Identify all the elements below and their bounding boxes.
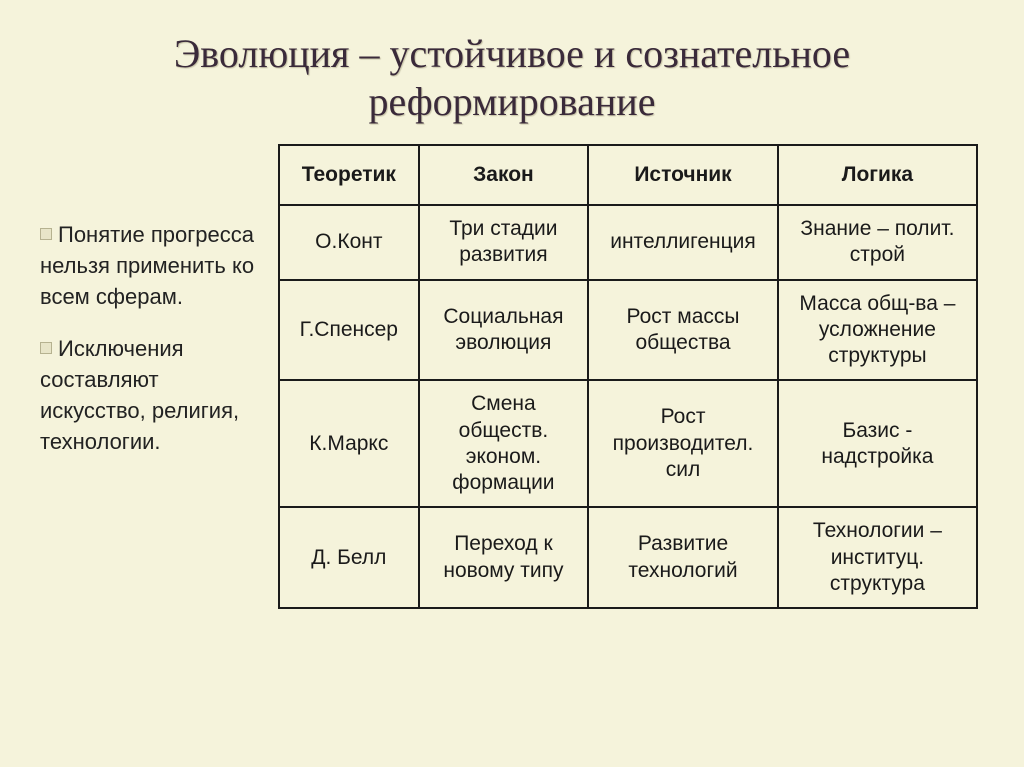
table-cell: Смена обществ. эконом. формации [419,380,589,507]
table-cell: О.Конт [279,205,419,280]
side-paragraph-2: Исключения составляют искусство, религия… [40,334,260,457]
table-header-row: Теоретик Закон Источник Логика [279,145,977,205]
table-header: Логика [778,145,977,205]
table-header: Источник [588,145,778,205]
table-cell: Развитие технологий [588,507,778,608]
table-cell: Три стадии развития [419,205,589,280]
table-row: К.Маркс Смена обществ. эконом. формации … [279,380,977,507]
table-row: Г.Спенсер Социальная эволюция Рост массы… [279,280,977,381]
table-cell: Социальная эволюция [419,280,589,381]
table-cell: Знание – полит. строй [778,205,977,280]
table-row: О.Конт Три стадии развития интеллигенция… [279,205,977,280]
table-cell: Технологии – институц. структура [778,507,977,608]
table-header: Закон [419,145,589,205]
bullet-icon [40,228,52,240]
table-cell: Переход к новому типу [419,507,589,608]
table-cell: интеллигенция [588,205,778,280]
table-cell: Г.Спенсер [279,280,419,381]
side-paragraph-1: Понятие прогресса нельзя применить ко вс… [40,220,260,312]
table-cell: Д. Белл [279,507,419,608]
bullet-icon [40,342,52,354]
table-cell: Рост массы общества [588,280,778,381]
table-cell: Масса общ-ва – усложнение структуры [778,280,977,381]
table-header: Теоретик [279,145,419,205]
table-cell: К.Маркс [279,380,419,507]
page-title: Эволюция – устойчивое и сознательное реф… [40,30,984,126]
table-row: Д. Белл Переход к новому типу Развитие т… [279,507,977,608]
content-row: Понятие прогресса нельзя применить ко вс… [40,144,984,609]
table-cell: Рост производител. сил [588,380,778,507]
side-text: Понятие прогресса нельзя применить ко вс… [40,144,260,480]
side-paragraph-1-text: Понятие прогресса нельзя применить ко вс… [40,222,254,309]
table-cell: Базис - надстройка [778,380,977,507]
theorists-table: Теоретик Закон Источник Логика О.Конт Тр… [278,144,978,609]
side-paragraph-2-text: Исключения составляют искусство, религия… [40,336,239,453]
